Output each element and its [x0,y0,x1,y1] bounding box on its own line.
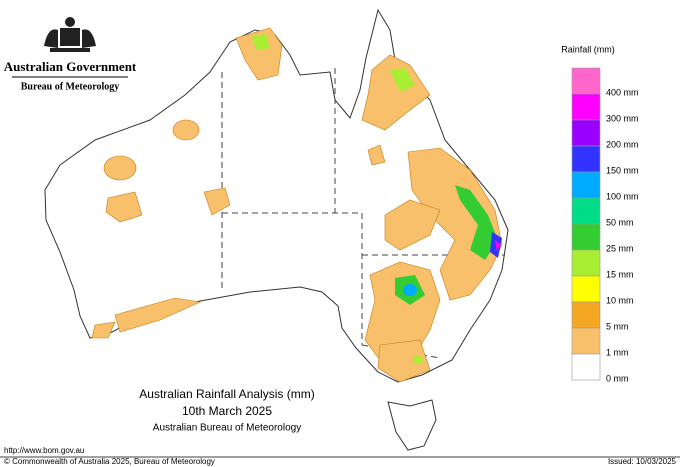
legend-label: 400 mm [606,87,639,97]
legend-label: 50 mm [606,217,634,227]
legend-swatch [571,275,601,303]
agency: Bureau of Meteorology [21,81,120,92]
legend-swatch [571,249,601,277]
legend-label: 0 mm [606,373,629,383]
footer-url: http://www.bom.gov.au [4,446,84,455]
footer-copyright: © Commonwealth of Australia 2025, Bureau… [4,457,215,466]
legend-label: 1 mm [606,347,629,357]
footer-issued: Issued: 10/03/2025 [608,457,677,466]
legend-swatch [571,327,601,355]
legend-label: 5 mm [606,321,629,331]
legend-label: 150 mm [606,165,639,175]
legend-title: Rainfall (mm) [561,44,615,54]
tasmania [387,399,437,451]
legend-label: 300 mm [606,113,639,123]
legend-label: 25 mm [606,243,634,253]
caption-title: Australian Rainfall Analysis (mm) [139,387,314,401]
legend-label: 15 mm [606,269,634,279]
legend: 400 mm 300 mm 200 mm 150 mm 100 mm 50 mm 25 mm… [571,67,639,383]
rain-areas [91,27,503,383]
government: Australian Government [4,59,137,74]
legend-swatch [571,93,601,121]
state-borders [221,68,505,359]
legend-swatch [571,353,601,381]
legend-swatch [571,119,601,147]
legend-swatch [571,197,601,225]
legend-swatch [571,301,601,329]
legend-swatch [571,171,601,199]
rain-heavy [252,34,502,364]
legend-swatch [571,67,601,95]
map [44,8,509,451]
legend-label: 10 mm [606,295,634,305]
legend-swatch [571,223,601,251]
crest [44,17,96,52]
legend-label: 200 mm [606,139,639,149]
caption-source: Australian Bureau of Meteorology [153,423,301,434]
caption-date: 10th March 2025 [182,404,272,418]
legend-swatch [571,145,601,173]
legend-label: 100 mm [606,191,639,201]
